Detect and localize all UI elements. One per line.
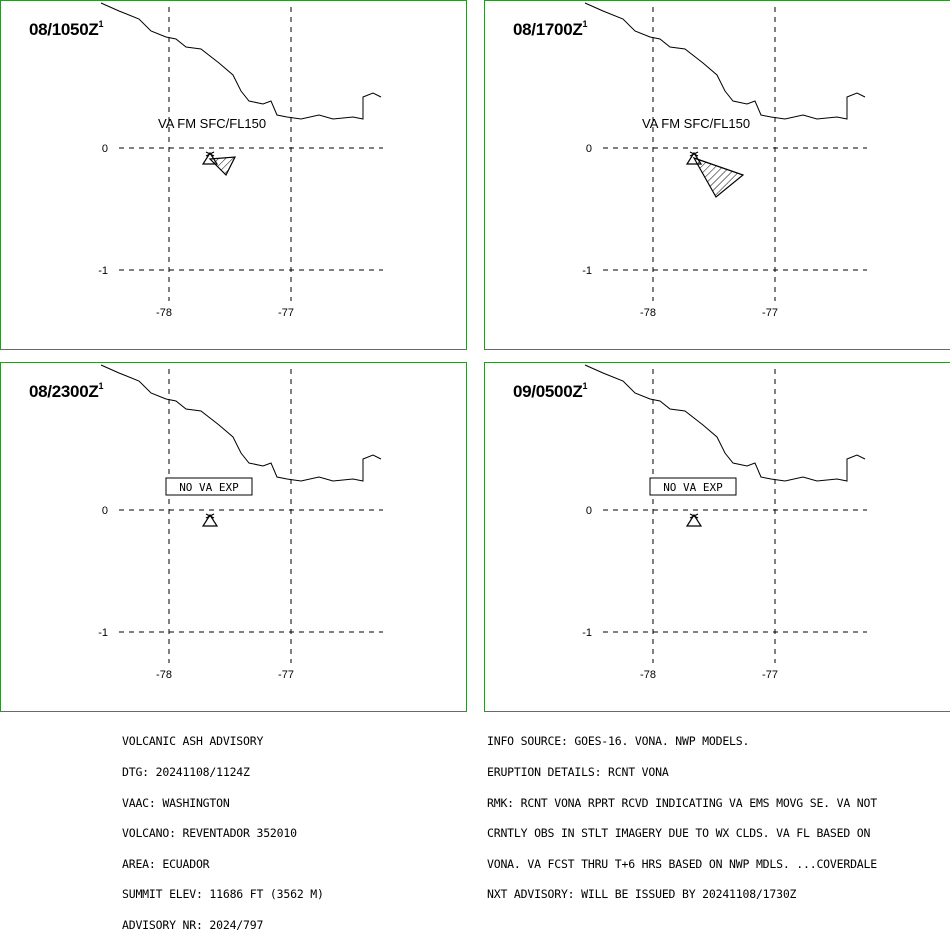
longitude-label: -78 xyxy=(156,669,172,681)
latitude-label: -1 xyxy=(98,265,108,277)
advisory-line: ERUPTION DETAILS: RCNT VONA xyxy=(487,765,669,779)
forecast-panel-4: 0 -1 -78 -77 NO VA EXP 09/0500Z1 xyxy=(484,362,950,712)
advisory-remarks-block: INFO SOURCE: GOES-16. VONA. NWP MODELS. … xyxy=(487,716,877,910)
panel-valid-time-superscript: 1 xyxy=(582,19,588,29)
lat-lon-grid xyxy=(603,7,867,301)
advisory-line: VOLCANIC ASH ADVISORY xyxy=(122,734,264,749)
ash-height-label: VA FM SFC/FL150 xyxy=(158,116,266,131)
advisory-line: SUMMIT ELEV: 11686 FT (3562 M) xyxy=(122,887,324,902)
advisory-header-block: VOLCANIC ASH ADVISORY DTG: 20241108/1124… xyxy=(122,716,324,940)
longitude-label: -78 xyxy=(640,669,656,681)
lat-lon-grid xyxy=(119,7,383,301)
advisory-line: AREA: ECUADOR xyxy=(122,856,210,871)
longitude-label: -77 xyxy=(278,307,294,319)
panel-valid-time-text: 08/1050Z xyxy=(29,20,99,39)
ash-plume-area xyxy=(208,156,237,177)
advisory-line: CRNTLY OBS IN STLT IMAGERY DUE TO WX CLD… xyxy=(487,826,871,841)
advisory-line: RMK: RCNT VONA RPRT RCVD INDICATING VA E… xyxy=(487,795,877,810)
ash-height-label: VA FM SFC/FL150 xyxy=(642,116,750,131)
no-ash-label: NO VA EXP xyxy=(663,481,723,494)
volcano-icon xyxy=(685,513,703,527)
coastline xyxy=(584,364,866,482)
volcano-icon xyxy=(201,513,219,527)
panel-valid-time: 09/0500Z1 xyxy=(513,381,587,402)
coastline xyxy=(100,2,382,120)
panel-valid-time-text: 08/1700Z xyxy=(513,20,583,39)
latitude-label: 0 xyxy=(102,143,108,155)
ash-plume-area xyxy=(692,156,745,198)
advisory-line: ADVISORY NR: 2024/797 xyxy=(122,917,264,932)
no-ash-label-box xyxy=(649,477,737,496)
longitude-label: -77 xyxy=(762,669,778,681)
advisory-line: NXT ADVISORY: WILL BE ISSUED BY 20241108… xyxy=(487,887,797,902)
advisory-line: DTG: 20241108/1124Z xyxy=(122,765,250,779)
latitude-label: 0 xyxy=(586,505,592,517)
panel-valid-time: 08/2300Z1 xyxy=(29,381,103,402)
latitude-label: 0 xyxy=(586,143,592,155)
map-canvas: 0 -1 -78 -77 VA FM SFC/FL150 xyxy=(582,2,867,319)
panel-valid-time-text: 08/2300Z xyxy=(29,382,99,401)
latitude-label: -1 xyxy=(582,265,592,277)
forecast-panel-3: 0 -1 -78 -77 NO VA EXP 08/2300Z1 xyxy=(0,362,467,712)
forecast-panel-1: 0 -1 -78 -77 VA FM SFC/FL150 08/1050Z1 xyxy=(0,0,467,350)
advisory-line: VONA. VA FCST THRU T+6 HRS BASED ON NWP … xyxy=(487,856,877,871)
latitude-label: 0 xyxy=(102,505,108,517)
map-canvas: 0 -1 -78 -77 NO VA EXP xyxy=(98,364,383,681)
panel-valid-time-text: 09/0500Z xyxy=(513,382,583,401)
advisory-line: VAAC: WASHINGTON xyxy=(122,795,230,810)
coastline xyxy=(100,364,382,482)
longitude-label: -78 xyxy=(640,307,656,319)
longitude-label: -78 xyxy=(156,307,172,319)
advisory-line: INFO SOURCE: GOES-16. VONA. NWP MODELS. xyxy=(487,734,750,749)
no-ash-label: NO VA EXP xyxy=(179,481,239,494)
no-ash-label-box xyxy=(165,477,253,496)
panel-valid-time: 08/1050Z1 xyxy=(29,19,103,40)
map-canvas: 0 -1 -78 -77 NO VA EXP xyxy=(582,364,867,681)
longitude-label: -77 xyxy=(278,669,294,681)
coastline xyxy=(584,2,866,120)
volcano-icon xyxy=(201,151,219,165)
panel-valid-time-superscript: 1 xyxy=(582,381,588,391)
panel-valid-time: 08/1700Z1 xyxy=(513,19,587,40)
panel-valid-time-superscript: 1 xyxy=(98,19,104,29)
latitude-label: -1 xyxy=(582,627,592,639)
longitude-label: -77 xyxy=(762,307,778,319)
latitude-label: -1 xyxy=(98,627,108,639)
map-canvas: 0 -1 -78 -77 VA FM SFC/FL150 xyxy=(98,2,383,319)
lat-lon-grid xyxy=(603,369,867,663)
panel-valid-time-superscript: 1 xyxy=(98,381,104,391)
advisory-line: VOLCANO: REVENTADOR 352010 xyxy=(122,826,297,841)
forecast-panel-2: 0 -1 -78 -77 VA FM SFC/FL150 08/1700Z1 xyxy=(484,0,950,350)
volcano-icon xyxy=(685,151,703,165)
lat-lon-grid xyxy=(119,369,383,663)
